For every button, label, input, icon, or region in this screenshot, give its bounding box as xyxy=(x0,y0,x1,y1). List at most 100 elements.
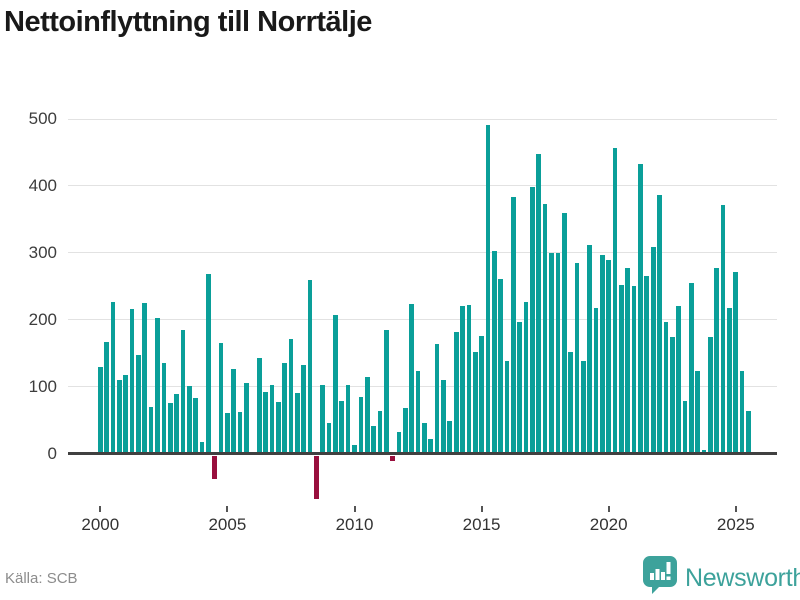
x-tick-label-2000: 2000 xyxy=(81,515,120,534)
bar-2021Q4 xyxy=(650,247,656,454)
bar-2025Q2 xyxy=(739,371,745,454)
bar-2018Q2 xyxy=(561,212,567,454)
bar-2002Q1 xyxy=(148,407,154,454)
bar-2002Q3 xyxy=(161,362,167,454)
y-tick-label-500: 500 xyxy=(28,109,57,128)
bar-2012Q3 xyxy=(415,370,421,454)
bar-2001Q1 xyxy=(123,375,129,454)
bar-2007Q1 xyxy=(275,401,281,454)
bar-2020Q2 xyxy=(612,148,618,454)
x-tick-label-2005: 2005 xyxy=(208,515,247,534)
bar-2021Q3 xyxy=(644,276,650,454)
gridline-500 xyxy=(68,118,777,120)
bar-2003Q4 xyxy=(193,397,198,454)
bar-2003Q2 xyxy=(180,330,186,454)
bar-2009Q1 xyxy=(326,422,332,454)
bar-2008Q2 xyxy=(307,280,313,454)
x-tick-2015 xyxy=(480,506,483,512)
bar-2009Q3 xyxy=(339,401,345,454)
x-tick-2010 xyxy=(353,506,356,512)
bar-2005Q4 xyxy=(244,382,249,454)
bar-2023Q2 xyxy=(688,282,694,454)
bar-2017Q2 xyxy=(536,154,542,454)
bar-2004Q4 xyxy=(218,343,224,454)
bar-2022Q2 xyxy=(663,321,669,454)
bar-2017Q1 xyxy=(530,187,535,454)
gridline-200 xyxy=(68,319,777,321)
bar-2025Q1 xyxy=(733,271,739,454)
bar-2015Q4 xyxy=(498,278,503,454)
bar-2000Q3 xyxy=(110,302,116,454)
bar-2015Q3 xyxy=(491,251,497,454)
bar-2022Q4 xyxy=(676,305,681,454)
bar-2025Q3 xyxy=(746,410,751,454)
bar-2001Q4 xyxy=(142,302,148,454)
bar-2004Q3 xyxy=(212,456,218,480)
bar-2008Q4 xyxy=(320,385,326,454)
x-tick-label-2025: 2025 xyxy=(716,515,755,534)
bar-2019Q3 xyxy=(593,307,599,454)
bar-2015Q2 xyxy=(485,125,491,454)
bar-2006Q4 xyxy=(269,384,275,454)
bar-2007Q4 xyxy=(294,392,300,454)
bar-2007Q2 xyxy=(282,362,287,454)
bar-2016Q3 xyxy=(517,321,523,454)
bar-2012Q4 xyxy=(422,423,427,454)
bar-2007Q3 xyxy=(288,339,294,454)
y-tick-label-400: 400 xyxy=(28,175,57,195)
bar-2019Q4 xyxy=(599,254,605,454)
bar-2021Q2 xyxy=(638,163,643,454)
bar-2000Q2 xyxy=(104,342,109,454)
y-tick-label-0: 0 xyxy=(47,443,57,463)
bar-2008Q1 xyxy=(301,364,306,454)
bar-2024Q3 xyxy=(720,205,726,454)
bar-2016Q1 xyxy=(504,361,510,454)
bar-2010Q3 xyxy=(364,376,370,454)
bar-2011Q4 xyxy=(396,432,402,454)
bar-2019Q1 xyxy=(580,360,586,454)
bar-2016Q4 xyxy=(523,301,529,454)
gridline-400 xyxy=(68,185,777,187)
bar-2023Q4 xyxy=(701,450,707,454)
bar-2006Q3 xyxy=(263,391,268,454)
bar-2005Q3 xyxy=(237,412,243,454)
x-tick-label-2015: 2015 xyxy=(462,515,501,534)
newsworthy-logo: Newsworthy xyxy=(643,556,800,599)
bar-2024Q1 xyxy=(708,337,713,454)
bar-2002Q2 xyxy=(155,317,160,454)
bar-2012Q1 xyxy=(402,408,408,454)
x-tick-2005 xyxy=(226,506,229,512)
x-tick-label-2010: 2010 xyxy=(335,515,374,534)
bar-2011Q1 xyxy=(377,410,383,454)
bar-2000Q1 xyxy=(97,366,103,454)
bar-2020Q1 xyxy=(606,260,612,454)
bar-2017Q3 xyxy=(542,203,548,454)
source-label: Källa: SCB xyxy=(5,570,78,587)
bar-2023Q1 xyxy=(682,400,688,454)
bar-2024Q2 xyxy=(714,268,720,454)
x-tick-2025 xyxy=(734,506,737,512)
bar-2013Q4 xyxy=(447,420,453,454)
bar-2000Q4 xyxy=(117,379,122,454)
bar-2014Q2 xyxy=(460,305,465,454)
newsworthy-bar-chart-bubble-icon xyxy=(643,556,677,599)
newsworthy-wordmark: Newsworthy xyxy=(685,563,800,592)
bar-2019Q2 xyxy=(587,245,592,454)
bar-2013Q2 xyxy=(434,343,440,454)
bar-2012Q2 xyxy=(409,303,415,454)
gridline-300 xyxy=(68,252,777,254)
bar-2005Q2 xyxy=(231,368,237,454)
bar-2004Q2 xyxy=(205,274,211,454)
bar-2004Q1 xyxy=(199,442,205,454)
bar-2016Q2 xyxy=(511,197,516,454)
bar-2009Q2 xyxy=(333,315,338,454)
bar-2014Q4 xyxy=(472,351,478,454)
bar-2018Q3 xyxy=(568,352,573,454)
bar-2020Q3 xyxy=(619,284,624,454)
bar-2020Q4 xyxy=(625,267,631,454)
zero-axis-line xyxy=(68,452,777,455)
bar-2017Q4 xyxy=(549,253,554,454)
bar-2018Q4 xyxy=(574,262,580,454)
gridline-100 xyxy=(68,386,777,388)
